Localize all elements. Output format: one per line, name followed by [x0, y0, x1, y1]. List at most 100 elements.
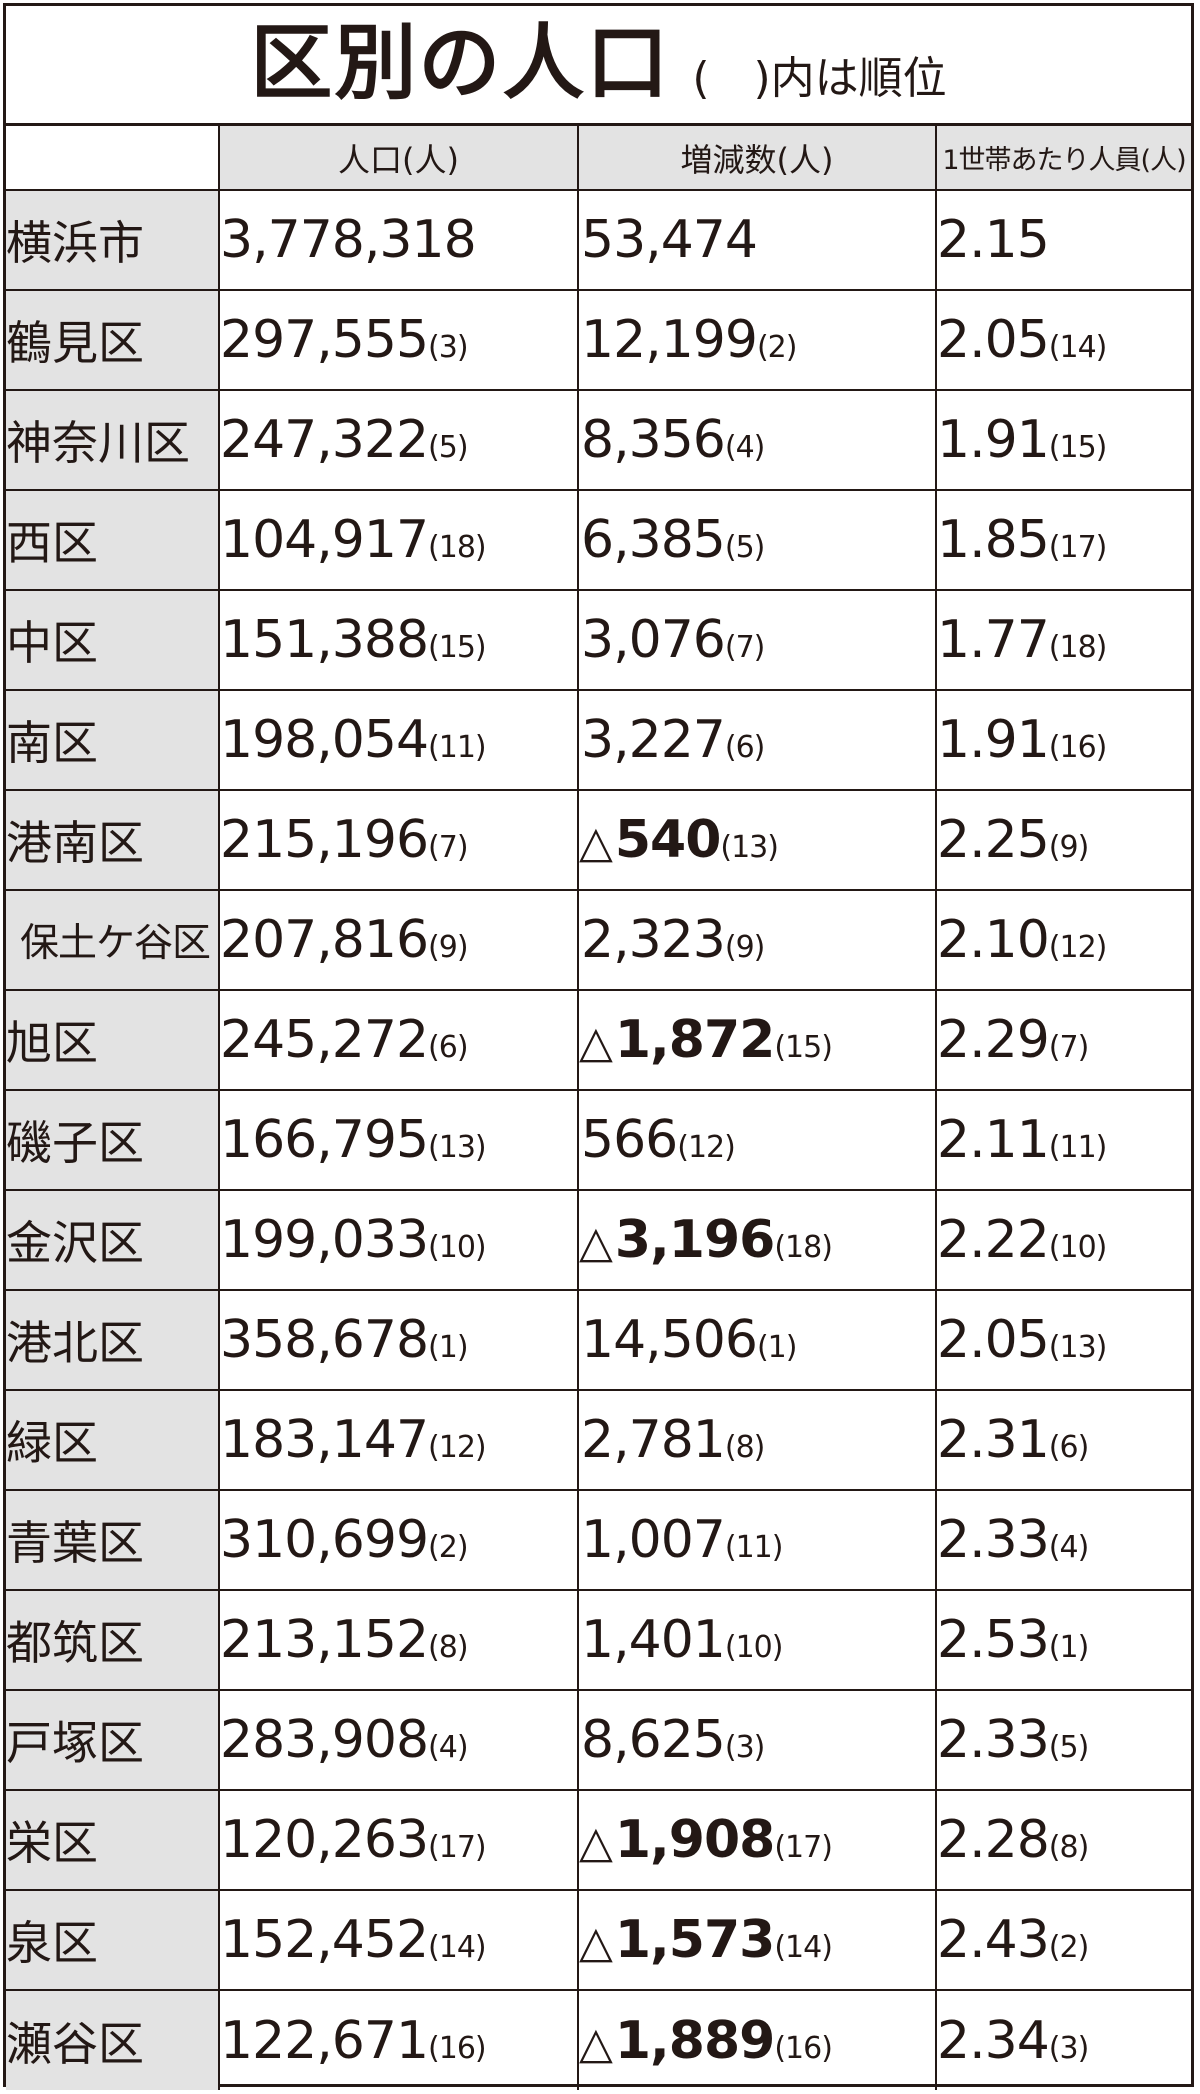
population-cell: 207,816(9) [218, 889, 579, 991]
population-value: 3,778,318 [220, 210, 477, 270]
change-value: 540 [614, 810, 722, 870]
decrease-mark: △ [579, 817, 613, 868]
population-rank: (17) [428, 1830, 487, 1865]
population-rank: (16) [428, 2030, 487, 2066]
ward-name: 南区 [6, 689, 220, 791]
household-value: 2.33 [937, 1710, 1050, 1770]
population-value: 207,816 [220, 910, 429, 970]
household-rank: (16) [1048, 730, 1108, 765]
population-value: 247,322 [220, 410, 429, 470]
change-value: 1,401 [581, 1610, 726, 1670]
household-rank: (5) [1048, 1730, 1089, 1765]
population-cell: 247,322(5) [218, 389, 579, 491]
ward-name: 中区 [6, 589, 220, 691]
population-rank: (4) [428, 1730, 468, 1765]
household-value: 2.05 [937, 1310, 1050, 1370]
ward-name: 栄区 [6, 1789, 220, 1891]
population-cell: 104,917(18) [218, 489, 579, 591]
household-rank: (7) [1048, 1030, 1089, 1065]
population-cell: 151,388(15) [218, 589, 579, 691]
page-title: 区別の人口 [250, 16, 671, 111]
population-rank: (13) [428, 1130, 487, 1165]
change-value: 12,199 [581, 310, 758, 370]
population-rank: (12) [428, 1430, 487, 1465]
table-row: 金沢区 199,033(10) △3,196(18) 2.22(10) [6, 1189, 1191, 1291]
change-cell: △1,889(16) [577, 1989, 937, 2090]
change-rank: (4) [724, 430, 765, 465]
change-cell: △1,573(14) [577, 1889, 937, 1991]
change-value: 1,908 [614, 1810, 775, 1870]
household-cell: 2.29(7) [935, 989, 1191, 1091]
population-cell: 245,272(6) [218, 989, 579, 1091]
change-rank: (2) [756, 330, 797, 365]
population-cell: 213,152(8) [218, 1589, 579, 1691]
table-row: 栄区 120,263(17) △1,908(17) 2.28(8) [6, 1789, 1191, 1891]
population-rank: (7) [428, 830, 468, 865]
change-rank: (1) [756, 1330, 797, 1365]
household-rank: (17) [1048, 530, 1108, 565]
household-cell: 2.34(3) [935, 1989, 1191, 2090]
decrease-mark: △ [579, 1217, 613, 1268]
household-value: 2.28 [937, 1810, 1050, 1870]
change-cell: 53,474 [577, 189, 937, 291]
ward-name: 神奈川区 [6, 389, 220, 491]
population-rank: (5) [428, 430, 468, 465]
ward-name: 保土ケ谷区 [6, 889, 220, 991]
decrease-mark: △ [579, 2017, 613, 2069]
change-rank: (8) [724, 1430, 765, 1465]
change-cell: 6,385(5) [577, 489, 937, 591]
ward-name: 金沢区 [6, 1189, 220, 1291]
population-rank: (14) [428, 1930, 487, 1965]
population-table-frame: 区別の人口 ( )内は順位 人口(人) 増減数(人) 1世帯あたり人員(人) 横… [3, 3, 1194, 2090]
household-cell: 2.15 [935, 189, 1191, 291]
population-value: 297,555 [220, 310, 429, 370]
household-rank: (2) [1048, 1930, 1089, 1965]
change-cell: 12,199(2) [577, 289, 937, 391]
table-row: 中区 151,388(15) 3,076(7) 1.77(18) [6, 589, 1191, 691]
table-row: 戸塚区 283,908(4) 8,625(3) 2.33(5) [6, 1689, 1191, 1791]
population-value: 198,054 [220, 710, 429, 770]
population-cell: 199,033(10) [218, 1189, 579, 1291]
table-row: 港南区 215,196(7) △540(13) 2.25(9) [6, 789, 1191, 891]
household-rank: (10) [1048, 1230, 1108, 1265]
population-value: 120,263 [220, 1810, 429, 1870]
household-cell: 2.05(13) [935, 1289, 1191, 1391]
table-row: 西区 104,917(18) 6,385(5) 1.85(17) [6, 489, 1191, 591]
population-rank: (8) [428, 1630, 468, 1665]
household-value: 2.29 [937, 1010, 1050, 1070]
household-value: 2.25 [937, 810, 1050, 870]
household-cell: 1.91(16) [935, 689, 1191, 791]
household-cell: 2.25(9) [935, 789, 1191, 891]
population-cell: 120,263(17) [218, 1789, 579, 1891]
household-rank: (4) [1048, 1530, 1089, 1565]
population-value: 151,388 [220, 610, 429, 670]
household-rank: (1) [1048, 1630, 1089, 1665]
table-row: 横浜市 3,778,318 53,474 2.15 [6, 189, 1191, 291]
population-cell: 166,795(13) [218, 1089, 579, 1191]
household-rank: (6) [1048, 1430, 1089, 1465]
ward-name: 緑区 [6, 1389, 220, 1491]
population-rank: (1) [428, 1330, 468, 1365]
population-cell: 198,054(11) [218, 689, 579, 791]
header-population: 人口(人) [218, 126, 579, 191]
household-value: 2.05 [937, 310, 1050, 370]
change-value: 3,196 [614, 1210, 775, 1270]
ward-name: 西区 [6, 489, 220, 591]
header-household-size: 1世帯あたり人員(人) [935, 126, 1191, 191]
table-row: 港北区 358,678(1) 14,506(1) 2.05(13) [6, 1289, 1191, 1391]
household-cell: 2.28(8) [935, 1789, 1191, 1891]
change-cell: 1,401(10) [577, 1589, 937, 1691]
change-rank: (3) [724, 1730, 765, 1765]
household-cell: 1.85(17) [935, 489, 1191, 591]
ward-name: 鶴見区 [6, 289, 220, 391]
change-cell: 1,007(11) [577, 1489, 937, 1591]
table-row: 神奈川区 247,322(5) 8,356(4) 1.91(15) [6, 389, 1191, 491]
population-rank: (9) [428, 930, 468, 965]
population-value: 283,908 [220, 1710, 429, 1770]
household-cell: 2.33(4) [935, 1489, 1191, 1591]
population-cell: 283,908(4) [218, 1689, 579, 1791]
table-row: 瀬谷区 122,671(16) △1,889(16) 2.34(3) [6, 1989, 1191, 2090]
population-cell: 152,452(14) [218, 1889, 579, 1991]
change-rank: (7) [724, 630, 765, 665]
population-rank: (18) [428, 530, 487, 565]
